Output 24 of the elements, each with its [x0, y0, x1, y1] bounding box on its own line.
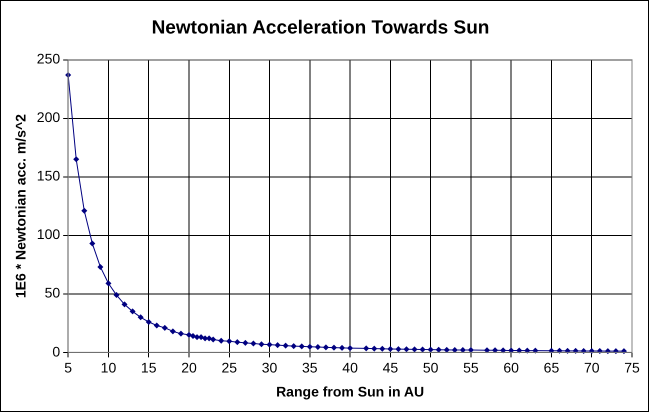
y-tick-label: 0: [52, 343, 60, 360]
x-tick-label: 15: [140, 360, 157, 376]
x-tick-label: 50: [422, 360, 439, 376]
y-tick-label: 50: [44, 284, 60, 301]
x-tick-label: 45: [382, 360, 398, 376]
x-tick-label: 5: [64, 360, 72, 376]
x-tick-label: 35: [302, 360, 318, 376]
x-tick-label: 30: [262, 360, 278, 376]
chart-title: Newtonian Acceleration Towards Sun: [152, 18, 490, 39]
y-tick-label: 100: [36, 226, 60, 242]
x-tick-label: 25: [221, 360, 238, 376]
y-tick-label: 250: [36, 50, 60, 67]
x-tick-label: 40: [342, 360, 358, 376]
x-axis-title: Range from Sun in AU: [276, 383, 424, 400]
x-tick-label: 65: [544, 360, 560, 376]
y-axis-title: 1E6 * Newtonian acc. m/s^2: [12, 114, 28, 298]
x-tick-label: 70: [584, 360, 600, 376]
x-tick-label: 10: [100, 360, 116, 376]
x-tick-label: 20: [181, 360, 197, 376]
y-tick-label: 150: [36, 168, 60, 184]
y-tick-label: 200: [36, 109, 60, 126]
x-tick-label: 75: [624, 360, 640, 376]
x-tick-label: 55: [463, 360, 479, 376]
x-tick-label: 60: [503, 360, 520, 376]
